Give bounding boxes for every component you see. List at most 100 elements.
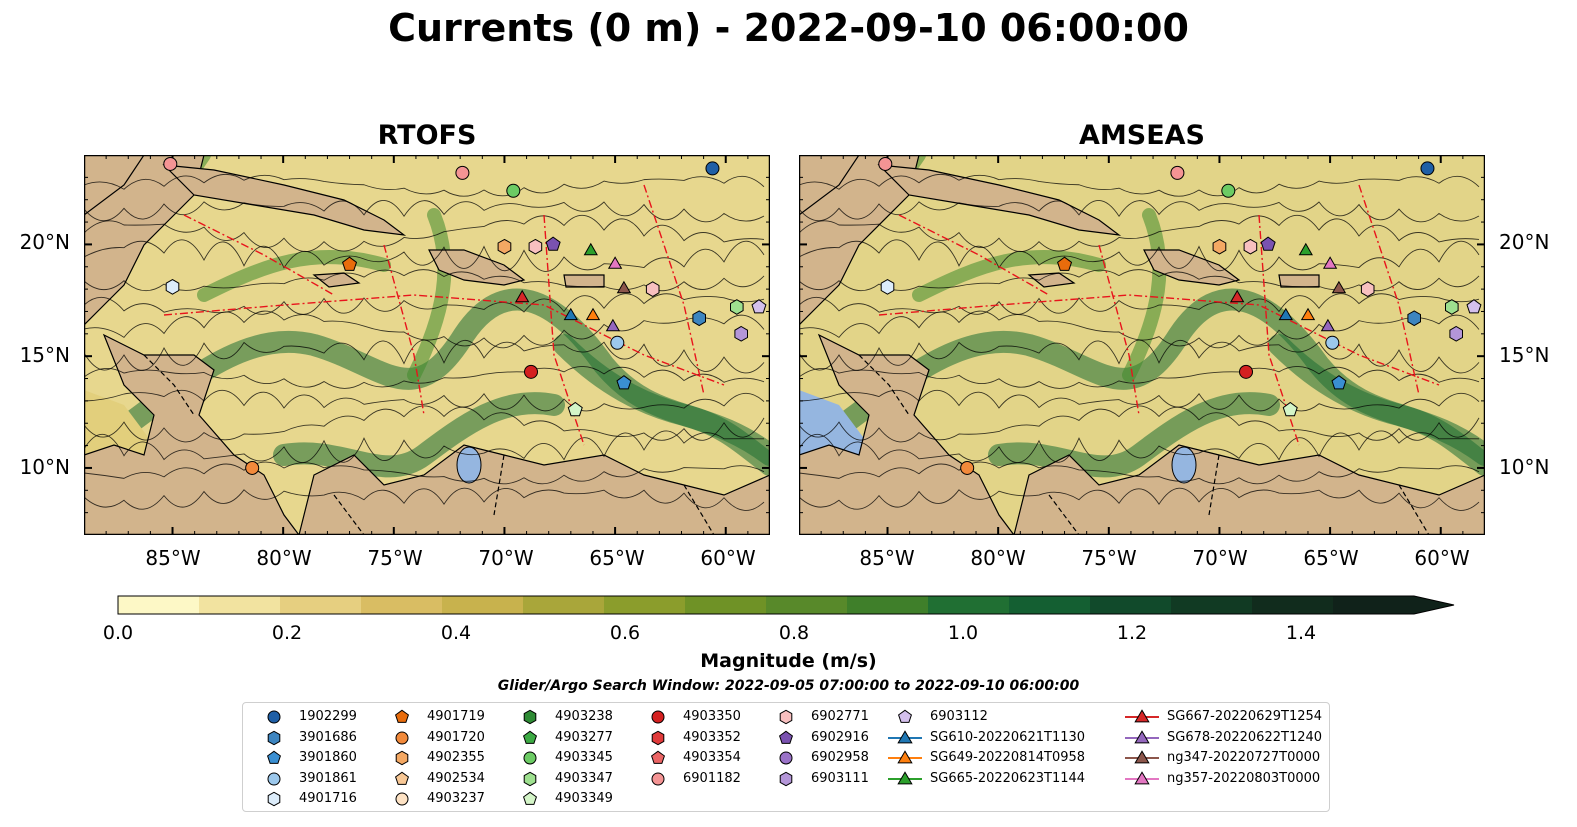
streamline	[799, 389, 1480, 412]
legend-marker	[888, 729, 922, 743]
legend-label: 6902916	[811, 729, 869, 745]
legend-marker-shape	[267, 710, 281, 724]
float-marker-3901686	[692, 310, 706, 327]
float-marker-4901716	[165, 279, 180, 295]
colorbar-tick-label: 0.0	[102, 622, 134, 644]
legend-marker	[395, 731, 409, 744]
current-jet	[197, 249, 391, 302]
legend-marker-shape	[267, 750, 281, 764]
legend-marker-shape	[897, 729, 913, 743]
float-marker-SG665-20220623T1144	[1298, 242, 1313, 256]
lat-tick-label-right: 15°N	[1499, 343, 1550, 367]
colorbar-outline	[117, 595, 1455, 615]
eez-boundary	[1358, 184, 1420, 396]
float-marker-4901720	[960, 460, 975, 475]
legend-marker	[1125, 729, 1159, 743]
country-border	[333, 494, 365, 535]
float-marker-4901719	[1057, 256, 1073, 271]
legend-marker-shape	[779, 730, 793, 744]
legend-marker	[1125, 709, 1159, 723]
legend-marker-shape	[1134, 770, 1150, 784]
legend-marker-shape	[267, 791, 281, 807]
legend: 1902299 3901686 3901860 3901861 4901716 49017…	[242, 702, 1330, 812]
land-mass	[312, 272, 361, 288]
lake	[1171, 446, 1197, 484]
colorbar	[117, 595, 1455, 615]
float-marker-SG678-20220622T1240	[605, 318, 621, 332]
colorbar-segment	[766, 596, 848, 614]
land-mass	[84, 155, 205, 326]
lat-tick-label-left: 10°N	[19, 455, 70, 479]
legend-marker-shape	[395, 709, 409, 723]
colorbar-segment	[1171, 596, 1253, 614]
legend-marker	[395, 771, 409, 785]
legend-marker	[651, 772, 665, 785]
land-mass	[1013, 444, 1485, 535]
streamline	[799, 173, 1480, 197]
float-marker-6901182	[163, 156, 178, 171]
legend-marker	[1125, 770, 1159, 784]
colorbar-segment	[847, 596, 929, 614]
legend-label: SG665-20220623T1144	[930, 770, 1086, 786]
land-mass	[162, 164, 407, 236]
streamline	[84, 430, 765, 464]
legend-label: 4903277	[555, 729, 613, 745]
colorbar-segment	[928, 596, 1010, 614]
lat-tick-label-right: 10°N	[1499, 455, 1550, 479]
lon-tick-label: 80°W	[970, 546, 1026, 570]
legend-marker-shape	[395, 771, 409, 785]
lon-tick-label: 60°W	[700, 546, 756, 570]
lon-tick-label: 60°W	[1414, 546, 1470, 570]
legend-marker-shape	[523, 771, 537, 786]
legend-marker-shape	[1134, 729, 1150, 743]
legend-marker	[523, 771, 537, 786]
streamline	[799, 461, 1480, 485]
legend-label: 4903238	[555, 709, 613, 724]
float-marker-ng357-20220803T0000	[1322, 256, 1338, 269]
lat-tick-label-right: 20°N	[1499, 230, 1550, 254]
legend-label: 4902355	[427, 750, 485, 765]
legend-marker	[888, 750, 922, 764]
legend-marker-shape	[897, 750, 913, 764]
legend-label: 4903347	[555, 770, 613, 786]
float-marker-6903111	[734, 325, 748, 342]
float-marker-3901861	[610, 335, 625, 350]
legend-marker	[523, 791, 537, 805]
legend-marker-shape	[897, 770, 913, 784]
streamline	[84, 339, 765, 374]
legend-marker	[523, 751, 537, 765]
colorbar-tick-label: 0.6	[609, 622, 641, 644]
streamline	[84, 366, 765, 389]
legend-marker-shape	[1134, 709, 1150, 723]
legend-label: 4903237	[427, 791, 485, 806]
legend-label: 4901720	[427, 729, 485, 745]
float-marker-1902299	[705, 161, 720, 176]
map-panel-rtofs	[84, 155, 770, 535]
land-mass	[563, 274, 605, 288]
float-marker-4903345	[506, 183, 521, 198]
country-border	[858, 354, 910, 416]
float-marker-6901182	[878, 156, 893, 171]
legend-label: 6902771	[811, 709, 869, 724]
legend-label: 4903352	[683, 729, 741, 745]
eez-boundary	[163, 294, 725, 386]
legend-label: 4901716	[299, 791, 357, 806]
float-marker-SG667-20220629T1254	[1230, 289, 1245, 303]
float-marker-SG649-20220814T0958	[585, 307, 601, 321]
current-jet	[273, 392, 565, 478]
colorbar-segment	[1333, 596, 1415, 614]
legend-marker-shape	[267, 730, 281, 745]
legend-marker	[267, 791, 281, 807]
legend-label: 6901182	[683, 770, 741, 786]
float-marker-SG649-20220814T0958	[1300, 307, 1316, 321]
country-border	[1048, 494, 1080, 535]
colorbar-segment	[280, 596, 362, 614]
legend-label: 4903345	[555, 750, 613, 765]
float-marker-6901182	[455, 165, 470, 180]
legend-label: 6903111	[811, 770, 869, 786]
map-frame	[84, 155, 770, 535]
legend-marker-shape	[651, 730, 665, 745]
streamline	[799, 199, 1480, 223]
country-border	[493, 454, 505, 516]
float-marker-SG667-20220629T1254	[515, 289, 530, 303]
